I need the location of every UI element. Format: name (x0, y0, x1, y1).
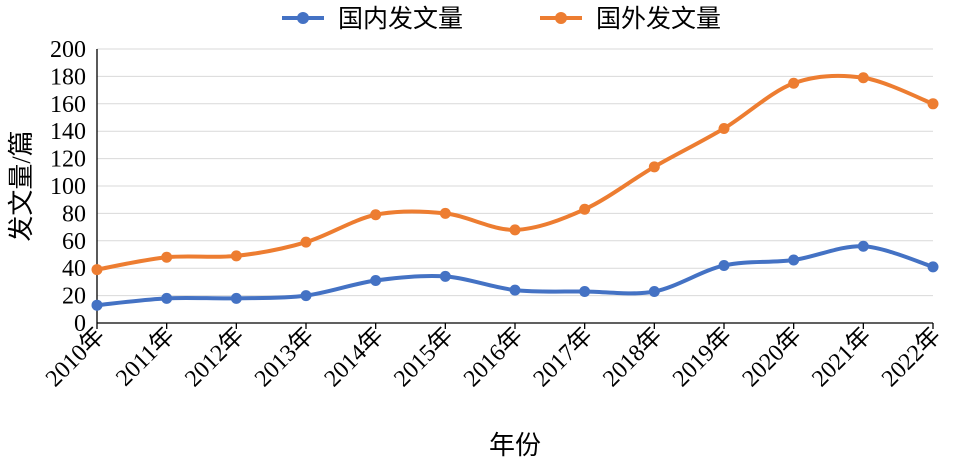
data-point (857, 72, 869, 84)
data-point (230, 292, 242, 304)
legend-label: 国外发文量 (596, 4, 721, 33)
y-tick-label: 160 (50, 92, 86, 118)
x-tick-label: 2011年 (111, 322, 180, 391)
y-tick-label: 200 (50, 37, 86, 63)
legend-label: 国内发文量 (338, 4, 463, 33)
x-tick-label: 2021年 (807, 322, 877, 392)
data-point (161, 292, 173, 304)
y-axis-title: 发文量/篇 (7, 130, 36, 241)
data-point (509, 224, 521, 236)
legend-swatch-marker (555, 12, 567, 24)
data-point (91, 264, 103, 276)
data-point (718, 259, 730, 271)
data-point (927, 261, 939, 273)
data-point (370, 275, 382, 287)
data-point (439, 207, 451, 219)
y-tick-label: 0 (74, 311, 86, 337)
x-tick-label: 2014年 (319, 322, 389, 392)
data-point (927, 98, 939, 110)
data-point (370, 209, 382, 221)
x-tick-label: 2018年 (598, 322, 668, 392)
x-tick-label: 2015年 (389, 322, 459, 392)
data-point (439, 270, 451, 282)
data-point (161, 251, 173, 263)
x-tick-label: 2022年 (876, 322, 946, 392)
y-tick-label: 120 (50, 147, 86, 173)
x-axis-title: 年份 (489, 431, 541, 460)
y-tick-label: 140 (50, 119, 86, 145)
legend-item: 国内发文量 (282, 4, 463, 33)
data-point (788, 77, 800, 89)
x-tick-label: 2020年 (737, 322, 807, 392)
data-point (857, 240, 869, 252)
y-tick-label: 40 (62, 256, 86, 282)
axes (96, 49, 934, 329)
y-tick-label: 60 (62, 229, 86, 255)
data-point (648, 285, 660, 297)
data-point (788, 254, 800, 266)
legend: 国内发文量 国外发文量 (282, 4, 721, 33)
y-tick-label: 80 (62, 201, 86, 227)
x-tick-label: 2019年 (667, 322, 737, 392)
data-point (579, 203, 591, 215)
series-1 (91, 72, 939, 276)
y-tick-label: 100 (50, 174, 86, 200)
legend-swatch-marker (297, 12, 309, 24)
data-point (579, 285, 591, 297)
data-point (91, 299, 103, 311)
series-0 (91, 240, 939, 311)
data-point (300, 236, 312, 248)
data-point (718, 122, 730, 134)
data-point (230, 250, 242, 262)
data-point (509, 284, 521, 296)
data-point (648, 161, 660, 173)
x-tick-labels: 2010年 2011年 2012年 2013年 2014年 2015年 2016年 2017年… (40, 322, 946, 392)
legend-item: 国外发文量 (540, 4, 721, 33)
x-tick-label: 2013年 (249, 322, 319, 392)
series-group (91, 72, 939, 311)
y-tick-label: 180 (50, 64, 86, 90)
x-tick-label: 2016年 (458, 322, 528, 392)
x-tick-label: 2017年 (528, 322, 598, 392)
y-tick-label: 20 (62, 284, 86, 310)
data-point (300, 290, 312, 302)
x-tick-label: 2012年 (180, 322, 250, 392)
